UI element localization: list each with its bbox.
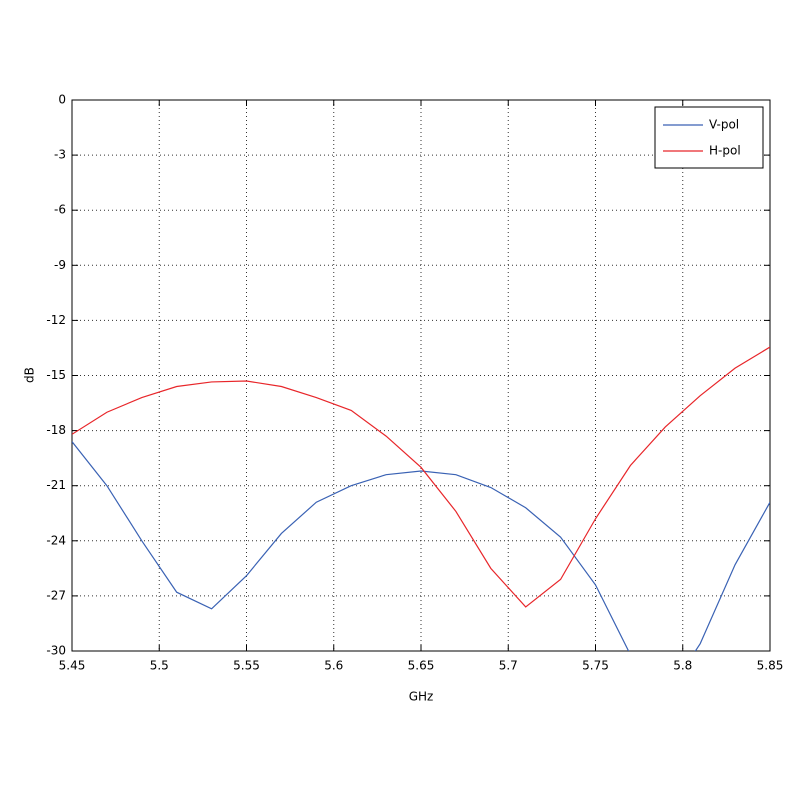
data-line (72, 346, 770, 608)
y-tick-label: 0 (58, 93, 66, 107)
y-tick-label: -18 (46, 423, 66, 437)
y-tick-label: -30 (46, 644, 66, 658)
x-axis-label: GHz (409, 690, 434, 704)
y-tick-label: -21 (46, 478, 66, 492)
y-tick-label: -3 (54, 148, 66, 162)
y-tick-label: -6 (54, 203, 66, 217)
data-line (72, 441, 770, 651)
x-tick-label: 5.8 (673, 659, 692, 673)
x-tick-label: 5.6 (324, 659, 343, 673)
x-tick-label: 5.75 (582, 659, 609, 673)
legend-label: V-pol (709, 118, 739, 132)
x-tick-label: 5.5 (150, 659, 169, 673)
x-tick-label: 5.85 (757, 659, 784, 673)
x-tick-label: 5.55 (233, 659, 260, 673)
y-tick-label: -15 (46, 368, 66, 382)
y-axis-label: dB (23, 367, 37, 383)
legend-box (654, 106, 764, 169)
y-tick-label: -9 (54, 258, 66, 272)
plot-frame (71, 99, 771, 652)
legend-label: H-pol (709, 144, 741, 158)
x-tick-label: 5.65 (408, 659, 435, 673)
y-tick-label: -12 (46, 313, 66, 327)
y-tick-label: -24 (46, 533, 66, 547)
x-tick-label: 5.45 (59, 659, 86, 673)
y-tick-label: -27 (46, 588, 66, 602)
x-tick-label: 5.7 (499, 659, 518, 673)
